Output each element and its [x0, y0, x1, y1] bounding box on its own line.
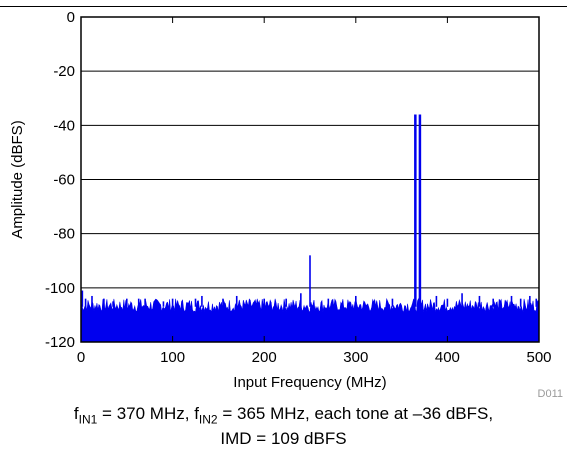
y-tick-label: -100 [45, 280, 75, 297]
plot-frame [80, 16, 540, 343]
y-tick-label: -120 [45, 334, 75, 351]
y-tick-label: 0 [67, 9, 75, 26]
x-tick-label: 400 [435, 349, 460, 366]
grid-lines [81, 70, 539, 289]
y-tick-labels: 0 -20 -40 -60 -80 -100 -120 [45, 9, 75, 351]
y-tick-label: -80 [53, 226, 75, 243]
caption-line-2: IMD = 109 dBFS [220, 429, 347, 449]
spectrum-chart: 0 -20 -40 -60 -80 -100 -120 0 100 200 300 400 500 I… [9, 9, 563, 400]
spectral-spurs [81, 114, 538, 307]
axis-ticks [80, 17, 540, 342]
x-axis-title: Input Frequency (MHz) [233, 374, 386, 391]
caption-f2-sub: IN2 [198, 412, 218, 427]
figure-caption: fIN1 = 370 MHz, fIN2 = 365 MHz, each ton… [0, 404, 567, 449]
x-tick-label: 100 [160, 349, 185, 366]
x-tick-label: 300 [343, 349, 368, 366]
caption-f1-sub: IN1 [78, 412, 98, 427]
x-tick-label: 500 [526, 349, 551, 366]
caption-f1-symbol: f [73, 404, 79, 423]
y-tick-label: -60 [53, 172, 75, 189]
caption-f2-symbol: f [194, 404, 199, 423]
figure-id-label: D011 [538, 388, 563, 400]
x-tick-label: 200 [252, 349, 277, 366]
y-tick-label: -20 [53, 63, 75, 80]
y-tick-label: -40 [53, 117, 75, 134]
x-tick-label: 0 [77, 349, 85, 366]
caption-line-1: fIN1 = 370 MHz, fIN2 = 365 MHz, each ton… [0, 404, 567, 429]
caption-f1-value: = 370 MHz, [97, 404, 195, 423]
x-tick-labels: 0 100 200 300 400 500 [77, 349, 552, 366]
top-rule [0, 6, 567, 7]
caption-f2-value: = 365 MHz, each tone at –36 dBFS, [217, 404, 494, 423]
y-axis-title: Amplitude (dBFS) [9, 120, 26, 238]
